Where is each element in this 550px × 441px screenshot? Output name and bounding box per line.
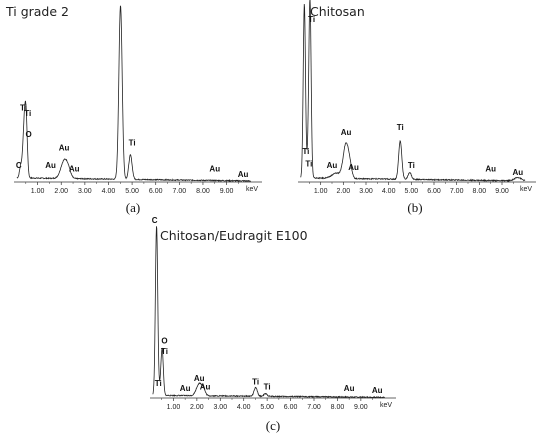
peak-label: O: [26, 130, 32, 139]
x-tick-label: 8.00: [473, 188, 487, 195]
peak-label: C: [16, 161, 22, 170]
caption-a: (a): [125, 200, 141, 215]
peak-label: Ti: [264, 383, 271, 392]
spectrum-title: Chitosan: [310, 4, 365, 19]
peak-label: Ti: [308, 15, 315, 24]
spectrum-plot-b: Chitosan 1.00 2.00 3.00 4.00 5.00 6.00 7.00 8.00…: [298, 0, 536, 195]
spectrum-title: Chitosan/Eudragit E100: [160, 228, 308, 243]
spectrum-panel-a: Ti grade 2 1.00 2.00 3.00 4.00 5.00 6.00 7.00 8.…: [5, 0, 268, 200]
spectrum-title: Ti grade 2: [5, 4, 69, 19]
x-tick-label: 8.00: [196, 188, 210, 195]
peak-label: Au: [341, 128, 352, 137]
x-tick-label: 4.00: [382, 188, 396, 195]
peak-label: Au: [45, 161, 56, 170]
x-tick-label: 5.00: [260, 404, 274, 411]
peak-label: Au: [180, 384, 191, 393]
x-tick-label: 5.00: [125, 188, 139, 195]
x-tick-label: 2.00: [54, 188, 68, 195]
peak-label: Au: [344, 384, 355, 393]
x-tick-label: 1.00: [314, 188, 328, 195]
spectrum-panel-b: Chitosan 1.00 2.00 3.00 4.00 5.00 6.00 7.00 8.00…: [290, 0, 542, 200]
spectrum-plot-c: Chitosan/Eudragit E100 1.00 2.00 3.00 4.00 5.…: [150, 216, 396, 411]
peak-label: Ti: [161, 347, 168, 356]
peak-label: Au: [485, 165, 496, 174]
x-unit-label: keV: [380, 402, 392, 409]
x-tick-label: 2.00: [190, 404, 204, 411]
peak-label: Ti: [155, 379, 162, 388]
x-tick-label: 9.00: [354, 404, 368, 411]
x-tick-label: 6.00: [149, 188, 163, 195]
x-tick-label: 7.00: [307, 404, 321, 411]
x-tick-label: 7.00: [450, 188, 464, 195]
peak-label: Ti: [305, 159, 312, 168]
peak-label: Ti: [397, 123, 404, 132]
peak-label: Ti: [129, 138, 136, 147]
x-tick-label: 3.00: [78, 188, 92, 195]
peak-label: Au: [372, 386, 383, 395]
peak-label: Ti: [408, 161, 415, 170]
x-tick-label: 9.00: [220, 188, 234, 195]
peak-label: Au: [194, 374, 205, 383]
peak-label: Ti: [24, 109, 31, 118]
x-tick-label: 2.00: [337, 188, 351, 195]
peak-label: Ti: [20, 104, 27, 113]
peak-label: Ti: [252, 377, 259, 386]
peak-label: Ti: [302, 147, 309, 156]
x-tick-label: 4.00: [102, 188, 116, 195]
x-tick-label: 1.00: [167, 404, 181, 411]
x-tick-label: 4.00: [237, 404, 251, 411]
peak-label: Au: [327, 161, 338, 170]
x-tick-label: 8.00: [331, 404, 345, 411]
x-unit-label: keV: [520, 186, 532, 193]
x-tick-label: 9.00: [495, 188, 509, 195]
x-tick-label: 3.00: [213, 404, 227, 411]
spectrum-panel-c: Chitosan/Eudragit E100 1.00 2.00 3.00 4.00 5.…: [140, 216, 402, 414]
peak-label: C: [152, 216, 158, 225]
peak-label: O: [161, 337, 167, 346]
peak-label: Au: [348, 163, 359, 172]
spectrum-line: [152, 226, 386, 399]
x-tick-label: 3.00: [359, 188, 373, 195]
peak-label: Au: [59, 144, 70, 153]
caption-b: (b): [407, 200, 423, 215]
spectrum-plot-a: Ti grade 2 1.00 2.00 3.00 4.00 5.00 6.00 7.00 8.…: [5, 4, 262, 195]
x-unit-label: keV: [246, 186, 258, 193]
peak-label: Au: [238, 170, 249, 179]
spectrum-line: [300, 0, 526, 183]
x-tick-label: 5.00: [405, 188, 419, 195]
peak-label: Au: [200, 383, 211, 392]
peak-label: Au: [69, 165, 80, 174]
caption-c: (c): [265, 418, 281, 433]
peak-label: Au: [513, 168, 524, 177]
x-tick-label: 1.00: [31, 188, 45, 195]
x-tick-label: 6.00: [427, 188, 441, 195]
spectrum-line: [16, 5, 251, 183]
x-tick-label: 7.00: [173, 188, 187, 195]
x-tick-label: 6.00: [284, 404, 298, 411]
peak-label: Au: [209, 165, 220, 174]
